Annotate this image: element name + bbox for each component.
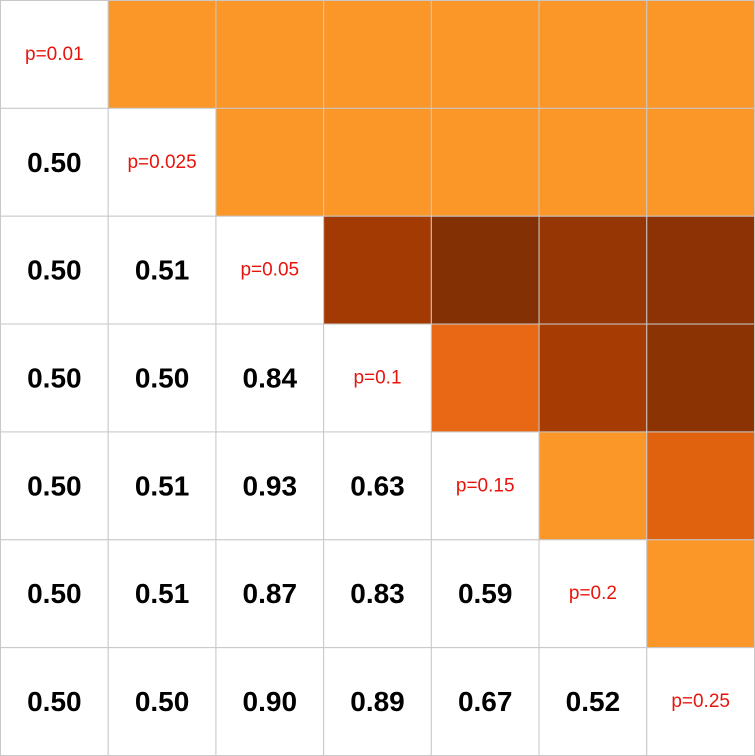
value-label-r4-c0: 0.50 [27, 470, 82, 501]
diagonal-label-1: p=0.025 [127, 152, 196, 173]
value-label-r5-c0: 0.50 [27, 578, 82, 609]
value-label-r4-c2: 0.93 [243, 470, 298, 501]
value-label-r1-c0: 0.50 [27, 147, 82, 178]
diagonal-cell-r0-c0 [0, 0, 109, 109]
upper-cell-r2-c3 [323, 215, 432, 325]
upper-cell-r4-c5 [538, 431, 648, 541]
lower-cell-r5-c0 [0, 539, 109, 649]
value-label-r6-c4: 0.67 [458, 686, 513, 717]
value-label-r3-c1: 0.50 [135, 363, 190, 394]
value-label-r6-c1: 0.50 [135, 686, 190, 717]
upper-cell-r0-c3 [323, 0, 432, 109]
diagonal-cell-r2-c2 [215, 215, 325, 325]
value-label-r6-c2: 0.90 [243, 686, 298, 717]
diagonal-cell-r3-c3 [323, 323, 432, 433]
value-label-r5-c4: 0.59 [458, 578, 513, 609]
upper-cell-r1-c5 [538, 107, 648, 217]
diagonal-label-4: p=0.15 [456, 475, 515, 496]
lower-cell-r4-c0 [0, 431, 109, 541]
diagonal-label-0: p=0.01 [25, 44, 84, 65]
value-label-r4-c1: 0.51 [135, 470, 190, 501]
lower-cell-r3-c1 [107, 323, 217, 433]
upper-cell-r0-c6 [646, 0, 755, 109]
lower-cell-r6-c4 [430, 647, 540, 756]
upper-cell-r1-c6 [646, 107, 755, 217]
upper-cell-r0-c2 [215, 0, 325, 109]
upper-cell-r0-c4 [430, 0, 540, 109]
upper-cell-r2-c5 [538, 215, 648, 325]
value-label-r5-c1: 0.51 [135, 578, 190, 609]
value-label-r3-c2: 0.84 [243, 363, 298, 394]
upper-cell-r3-c4 [430, 323, 540, 433]
upper-cell-r1-c4 [430, 107, 540, 217]
value-label-r4-c3: 0.63 [350, 470, 405, 501]
lower-cell-r5-c3 [323, 539, 432, 649]
lower-cell-r5-c1 [107, 539, 217, 649]
upper-cell-r2-c4 [430, 215, 540, 325]
diagonal-cell-r6-c6 [646, 647, 755, 756]
upper-cell-r5-c6 [646, 539, 755, 649]
lower-cell-r6-c5 [538, 647, 648, 756]
lower-cell-r5-c4 [430, 539, 540, 649]
value-label-r2-c1: 0.51 [135, 255, 190, 286]
value-label-r2-c0: 0.50 [27, 255, 82, 286]
lower-cell-r2-c1 [107, 215, 217, 325]
lower-cell-r6-c2 [215, 647, 325, 756]
value-label-r5-c2: 0.87 [243, 578, 298, 609]
upper-cell-r0-c1 [107, 0, 217, 109]
lower-cell-r5-c2 [215, 539, 325, 649]
upper-cell-r3-c5 [538, 323, 648, 433]
value-label-r6-c5: 0.52 [566, 686, 621, 717]
diagonal-label-6: p=0.25 [671, 691, 730, 712]
upper-cell-r0-c5 [538, 0, 648, 109]
value-label-r5-c3: 0.83 [350, 578, 405, 609]
upper-cell-r3-c6 [646, 323, 755, 433]
value-label-r6-c3: 0.89 [350, 686, 405, 717]
diagonal-label-5: p=0.2 [569, 583, 617, 604]
diagonal-label-2: p=0.05 [240, 260, 299, 281]
upper-cell-r1-c2 [215, 107, 325, 217]
upper-cell-r1-c3 [323, 107, 432, 217]
diagonal-label-3: p=0.1 [353, 368, 401, 389]
upper-cell-r2-c6 [646, 215, 755, 325]
lower-cell-r4-c2 [215, 431, 325, 541]
value-label-r6-c0: 0.50 [27, 686, 82, 717]
matrix-labels: p=0.01 0.50 p=0.025 0.50 0.51 p=0.05 0.50 0.50 0… [25, 44, 730, 717]
lower-cell-r3-c0 [0, 323, 109, 433]
upper-cell-r4-c6 [646, 431, 755, 541]
value-label-r3-c0: 0.50 [27, 363, 82, 394]
lower-cell-r6-c0 [0, 647, 109, 756]
lower-cell-r1-c0 [0, 107, 109, 217]
lower-cell-r2-c0 [0, 215, 109, 325]
lower-cell-r6-c3 [323, 647, 432, 756]
